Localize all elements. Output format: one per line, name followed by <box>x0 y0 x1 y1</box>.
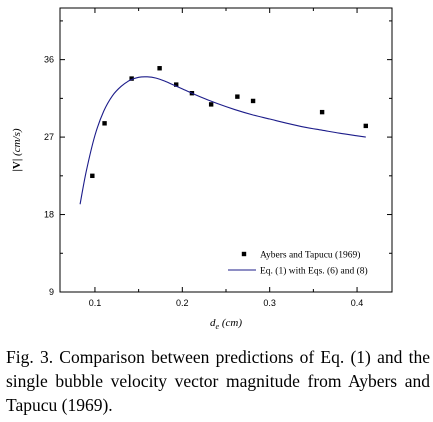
legend-label-scatter: Aybers and Tapucu (1969) <box>260 250 360 261</box>
x-tick-label: 0.3 <box>263 298 276 308</box>
x-axis-label: de (cm) <box>210 317 242 331</box>
x-tick-label: 0.1 <box>89 298 102 308</box>
data-point <box>102 121 107 126</box>
figure-caption: Fig. 3. Comparison between predictions o… <box>6 347 430 415</box>
data-point <box>235 94 240 99</box>
plot-frame <box>59 7 393 293</box>
y-tick-label: 27 <box>44 132 54 142</box>
data-point <box>319 109 325 115</box>
data-point <box>174 82 179 87</box>
data-point <box>129 76 134 81</box>
data-point <box>90 173 95 179</box>
y-tick-label: 9 <box>49 287 54 297</box>
data-point <box>363 123 368 129</box>
y-tick-label: 18 <box>44 210 54 220</box>
legend-label-line: Eq. (1) with Eqs. (6) and (8) <box>260 266 368 277</box>
chart-svg: 0.1 0.2 0.3 0.4 9 18 27 36 Aybers and Tapucu (1… <box>11 7 393 331</box>
data-point <box>250 98 256 104</box>
data-point <box>208 102 214 107</box>
chart-figure: 0.1 0.2 0.3 0.4 9 18 27 36 Aybers and Tapucu (1… <box>11 7 393 331</box>
y-tick-label: 36 <box>44 55 54 65</box>
data-point <box>157 66 162 71</box>
y-axis-label: |V| (cm/s) <box>11 128 23 171</box>
x-tick-label: 0.2 <box>176 298 189 308</box>
x-tick-label: 0.4 <box>351 298 364 308</box>
legend-marker-scatter <box>241 251 247 257</box>
model-curve <box>79 76 366 205</box>
